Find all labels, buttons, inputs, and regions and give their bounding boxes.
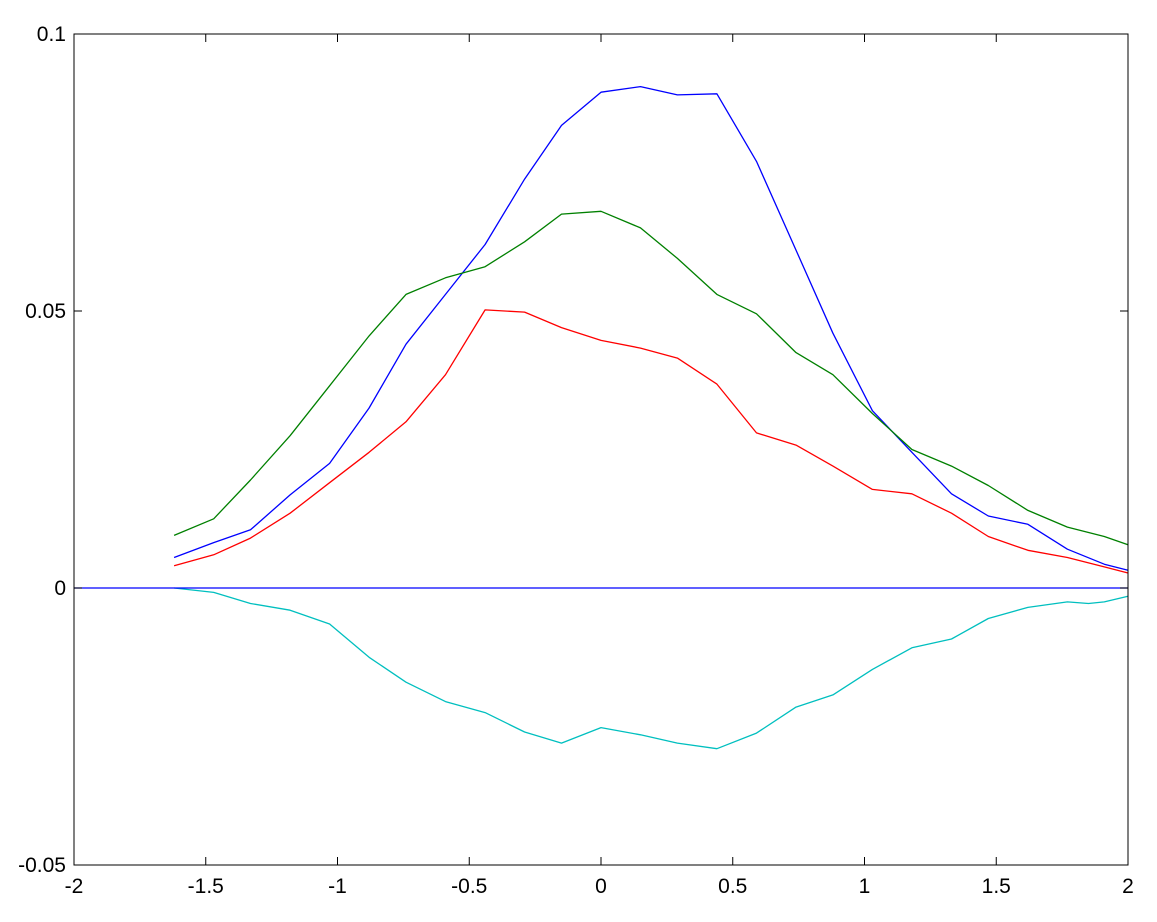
series-line-0 (173, 85, 1129, 571)
x-tick-label: 1.5 (982, 875, 1011, 898)
x-tick-label: -0.5 (451, 875, 487, 898)
y-tick-label: -0.05 (18, 854, 66, 877)
y-tick-label: 0.1 (37, 23, 66, 46)
y-tick-labels: -0.05 0 0.05 0.1 (18, 23, 66, 877)
series-lines (74, 85, 1129, 750)
series-line-3 (174, 587, 1129, 750)
x-tick-label: -2 (65, 875, 84, 898)
x-tick-label: 0.5 (718, 875, 747, 898)
x-tick-label: 2 (1122, 875, 1134, 898)
series-line-2 (173, 309, 1129, 574)
x-tick-labels: -2 -1.5 -1 -0.5 0 0.5 1 1.5 2 (65, 875, 1134, 898)
x-tick-label: 1 (859, 875, 871, 898)
y-tick-label: 0.05 (25, 300, 66, 323)
x-tick-label: -1.5 (188, 875, 224, 898)
axes-frame (73, 33, 1129, 866)
series-line-1 (173, 210, 1129, 546)
x-tick-label: -1 (328, 875, 347, 898)
y-tick-label: 0 (54, 577, 66, 600)
x-tick-label: 0 (595, 875, 607, 898)
axis-ticks (73, 33, 1129, 866)
